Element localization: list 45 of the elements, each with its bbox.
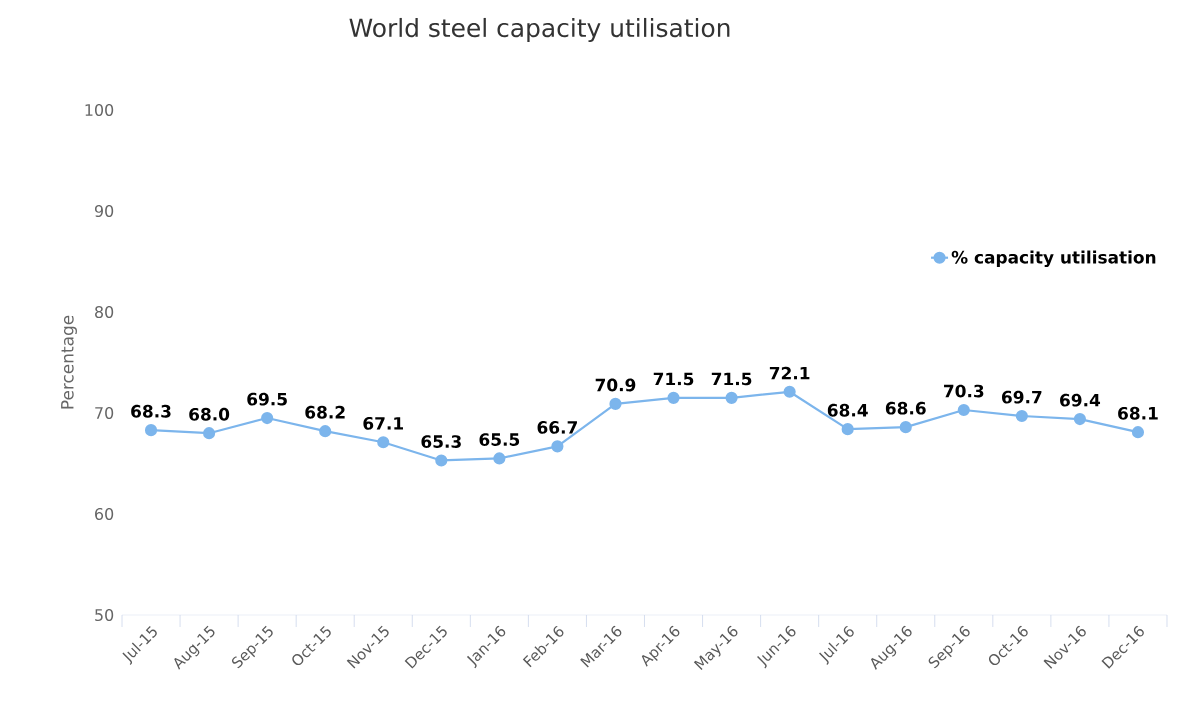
y-tick-label: 90: [94, 204, 114, 218]
data-label: 70.3: [944, 384, 984, 398]
point: [261, 411, 274, 425]
y-tick-label: 100: [85, 103, 114, 117]
point: [144, 424, 158, 437]
point: [1131, 426, 1145, 439]
point: [783, 385, 796, 398]
point: [377, 436, 390, 449]
point: [1015, 409, 1028, 423]
data-label: 68.1: [1118, 406, 1158, 420]
data-label: 68.0: [189, 407, 230, 421]
y-tick-label: 80: [95, 305, 114, 319]
data-label: 69.7: [1002, 390, 1042, 404]
data-label: 65.3: [421, 435, 461, 448]
y-tick-label: 60: [95, 507, 114, 521]
point: [551, 440, 564, 453]
data-label: 68.2: [305, 405, 345, 419]
y-tick-label: 70: [95, 406, 114, 420]
point: [435, 454, 448, 467]
y-axis-title: Percentage: [61, 315, 77, 409]
y-tick-label: 50: [95, 608, 114, 622]
data-label: 66.7: [537, 421, 577, 434]
data-label: 71.5: [653, 372, 694, 386]
point: [1073, 412, 1086, 426]
data-label: 70.9: [595, 378, 636, 392]
data-label: 68.4: [827, 403, 868, 417]
point: [203, 427, 216, 440]
point: [667, 391, 680, 404]
data-label: 69.5: [247, 392, 287, 406]
point: [493, 452, 506, 465]
data-label: 69.4: [1060, 393, 1101, 407]
point: [725, 391, 738, 404]
legend-label: % capacity utilisation: [951, 250, 1156, 268]
data-label: 72.1: [769, 366, 810, 380]
point: [899, 421, 912, 434]
data-label: 68.3: [131, 404, 171, 418]
point: [319, 425, 332, 438]
data-label: 65.5: [479, 433, 520, 446]
point: [841, 423, 854, 436]
data-label: 71.5: [711, 372, 752, 386]
data-label: 67.1: [363, 416, 403, 430]
chart-title: World steel capacity utilisation: [349, 17, 730, 43]
point: [609, 397, 622, 410]
data-label: 68.6: [885, 401, 926, 415]
point: [957, 403, 970, 417]
